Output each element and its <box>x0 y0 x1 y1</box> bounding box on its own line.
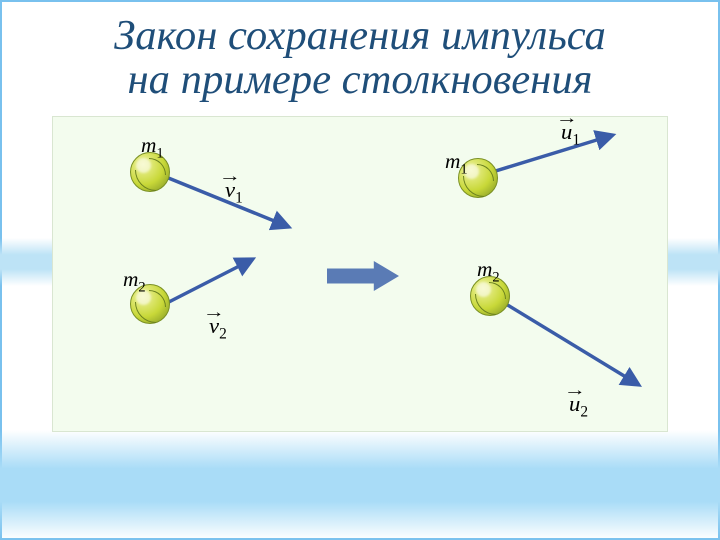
vector-label-u2: u2 <box>569 391 588 422</box>
slide: Закон сохранения импульса на примере сто… <box>0 0 720 540</box>
vector-v2 <box>163 259 253 305</box>
bg-band-bottom <box>0 430 720 540</box>
vector-u1 <box>489 135 613 173</box>
vector-label-v2: v2 <box>209 313 227 344</box>
page-title: Закон сохранения импульса на примере сто… <box>0 14 720 102</box>
collision-diagram: v1 v2 u1 u2 m1 m2 m1 m2 <box>52 116 668 432</box>
transition-arrow-icon <box>327 261 399 291</box>
title-line-2: на примере столкновения <box>0 58 720 102</box>
vector-label-u1: u1 <box>561 119 580 150</box>
vector-u2 <box>501 301 639 385</box>
vector-label-v1: v1 <box>225 177 243 208</box>
title-line-1: Закон сохранения импульса <box>0 14 720 58</box>
mass-label-b2r: m2 <box>477 257 500 286</box>
mass-label-b2: m2 <box>123 267 146 296</box>
mass-label-b1: m1 <box>141 133 164 162</box>
mass-label-b1r: m1 <box>445 149 468 178</box>
